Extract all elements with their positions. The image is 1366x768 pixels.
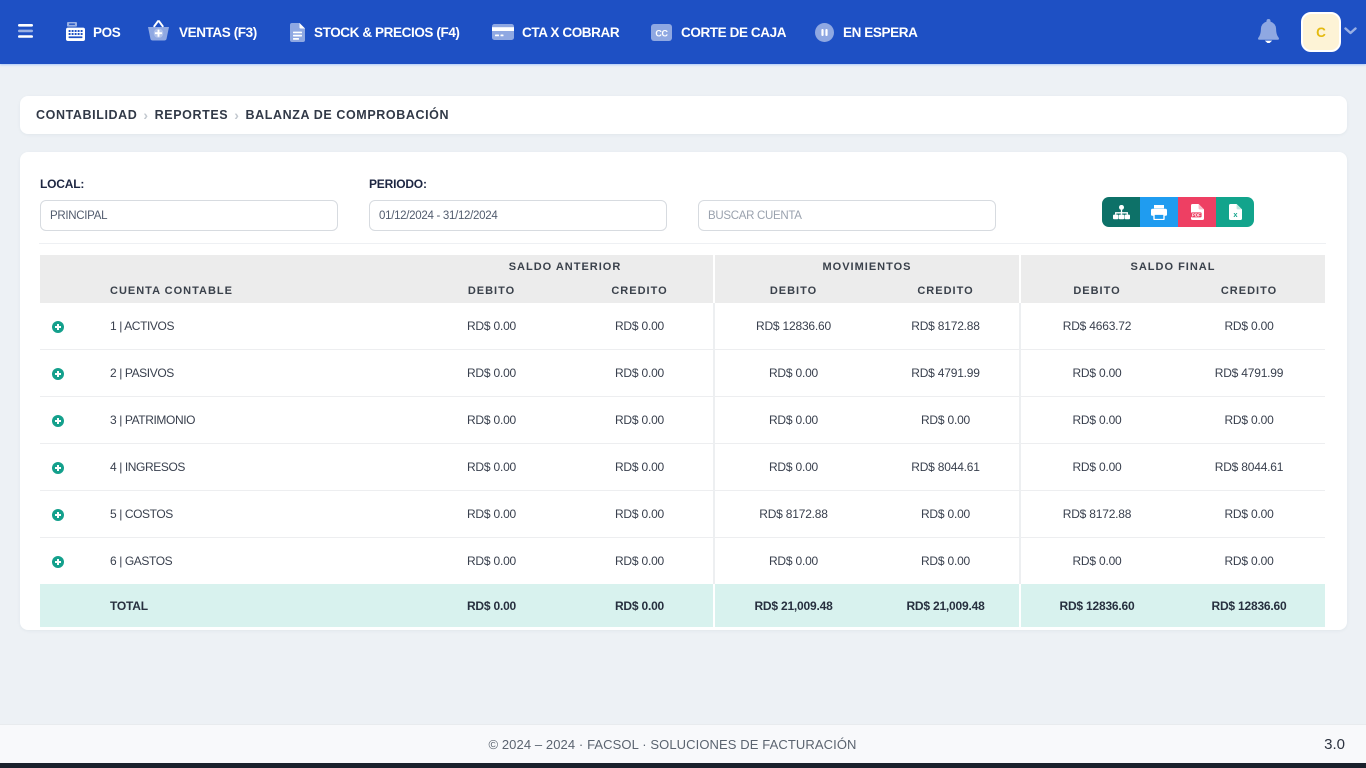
- svg-text:x: x: [1233, 210, 1238, 219]
- svg-text:PDF: PDF: [1191, 212, 1200, 217]
- svg-text:CC: CC: [655, 28, 668, 38]
